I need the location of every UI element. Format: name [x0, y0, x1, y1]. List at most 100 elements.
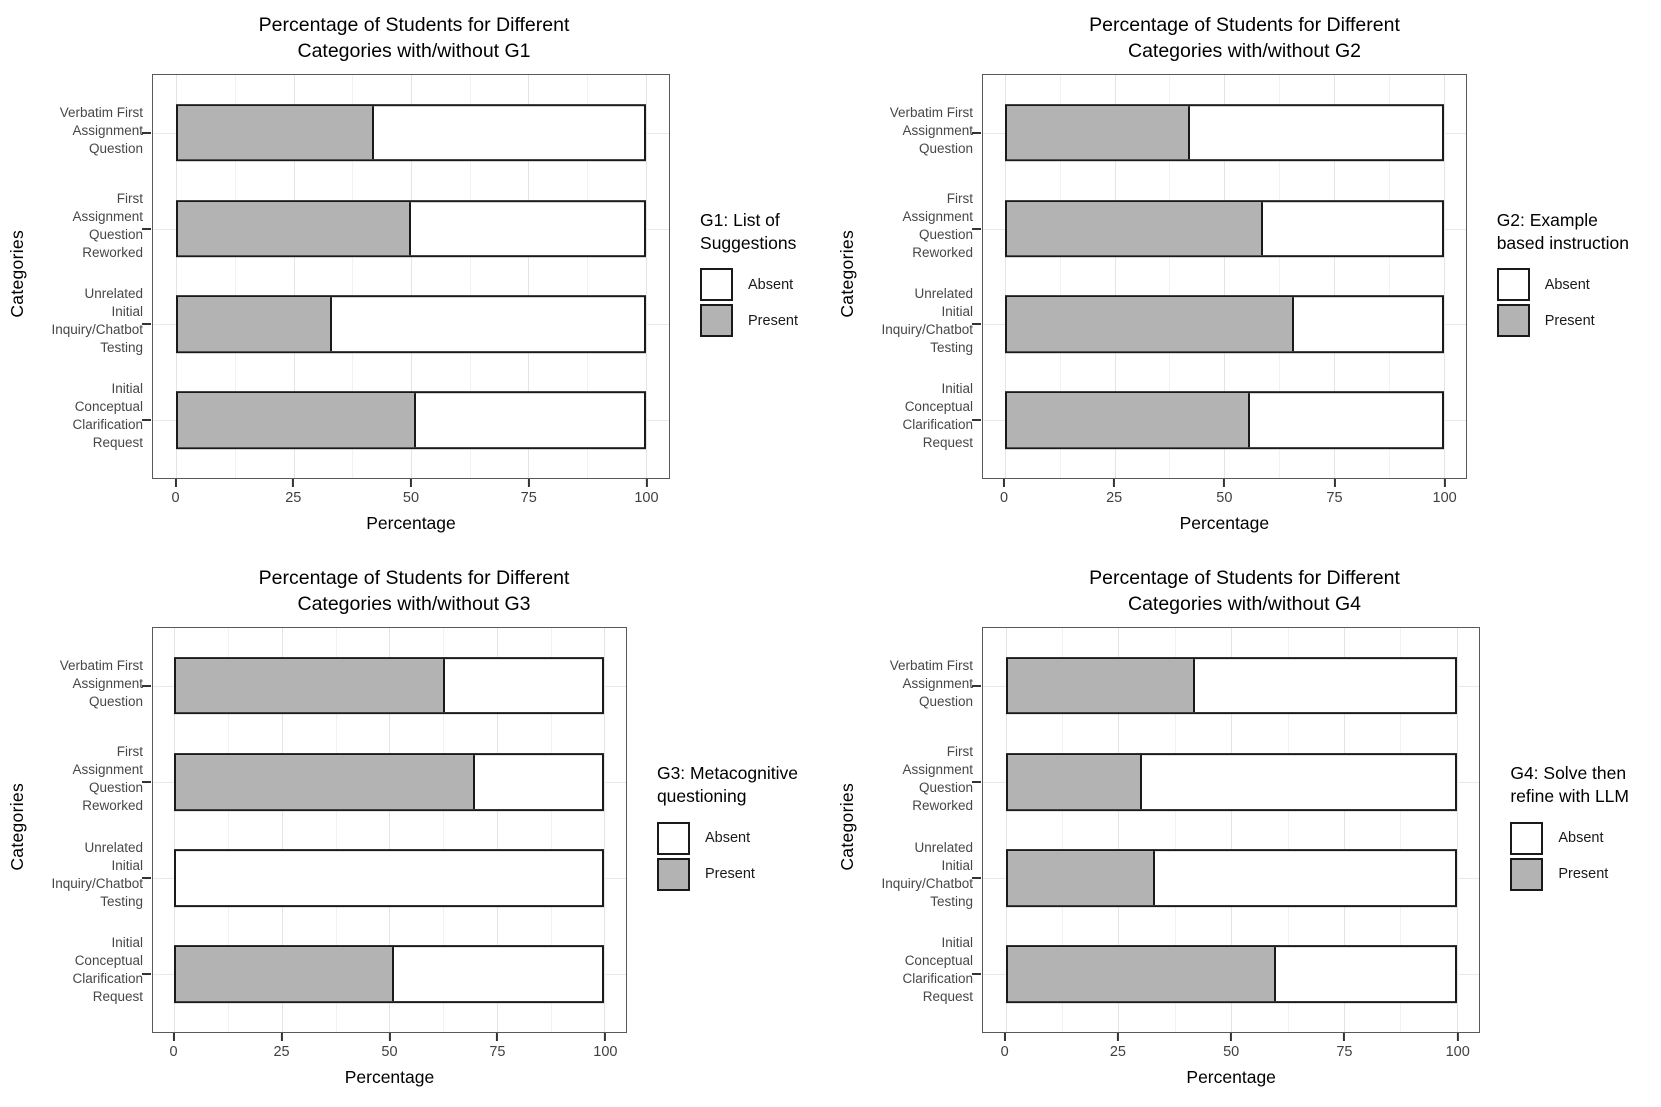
gridline-major [645, 75, 647, 478]
y-axis-tick-mark [972, 419, 981, 422]
legend-key-label: Absent [1558, 830, 1604, 846]
x-axis-tick-label: 75 [489, 1044, 506, 1060]
x-axis-tick: 75 [1326, 479, 1343, 506]
x-axis-tick: 75 [521, 479, 537, 506]
x-axis-title: Percentage [344, 1067, 435, 1087]
x-axis-tick-mark [292, 479, 295, 487]
gridline-minor [469, 75, 471, 478]
category-label: Verbatim First Assignment Question [889, 658, 973, 710]
chart-title-line1: Percentage of Students for Different [1089, 14, 1400, 36]
chart-title-g1: Percentage of Students for Different Cat… [4, 12, 824, 64]
plot-panel [972, 627, 1481, 1033]
y-axis-category-labels: Verbatim First Assignment Question First … [860, 74, 982, 473]
legend-title: G3: Metacognitive questioning [656, 763, 798, 806]
plot-panel [142, 627, 627, 1033]
x-axis-ticks: 0 25 50 75 100 [982, 479, 1467, 513]
bar-present-segment [1007, 947, 1276, 1002]
gridline-major [1443, 75, 1445, 478]
x-axis-tick-label: 50 [1216, 490, 1233, 506]
gridline-minor [1169, 75, 1171, 478]
x-axis-tick: 25 [1106, 479, 1122, 506]
chart-title-line1: Percentage of Students for Different [258, 14, 570, 36]
x-axis-tick-mark [527, 479, 530, 487]
legend-swatch-present [656, 857, 690, 891]
stacked-bar [174, 849, 605, 907]
bar-present-segment [178, 393, 416, 448]
gridline-major [604, 628, 606, 1032]
stacked-bar [176, 199, 646, 258]
category-label: Initial Conceptual Clarification Request [902, 934, 973, 1004]
legend-swatch-absent [700, 268, 734, 301]
gridline-minor [1400, 628, 1402, 1032]
x-axis-tick: 25 [1110, 1033, 1126, 1060]
legend-keys: Absent Present [1496, 267, 1629, 339]
legend-key-label: Absent [748, 276, 794, 293]
y-axis-tick-mark [142, 131, 151, 134]
x-axis-title: Percentage [1186, 1067, 1276, 1087]
x-axis-ticks: 0 25 50 75 100 [152, 1033, 627, 1067]
chart-title-g4: Percentage of Students for Different Cat… [834, 565, 1655, 617]
stacked-bar [174, 945, 605, 1004]
legend-keys: Absent Present [700, 267, 798, 339]
bar-present-segment [1006, 105, 1190, 160]
y-axis-tick-mark [972, 877, 981, 880]
category-label: First Assignment Question Reworked [72, 744, 143, 814]
x-axis-tick-mark [1333, 479, 1336, 487]
y-axis-tick-mark [972, 323, 981, 326]
x-axis-tick-label: 0 [1000, 1044, 1009, 1060]
legend-swatch-present [700, 304, 734, 337]
legend-title: G4: Solve then refine with LLM [1510, 763, 1629, 806]
x-axis-tick-mark [1443, 479, 1446, 487]
stacked-bar [1005, 753, 1457, 811]
x-axis-tick-label: 25 [1106, 490, 1123, 506]
x-axis-tick-mark [1223, 479, 1226, 487]
gridline-major [176, 75, 178, 478]
bar-present-segment [176, 658, 445, 713]
legend-key-row: Present [656, 856, 798, 892]
gridline-major [1004, 75, 1006, 478]
y-axis-tick-mark [142, 227, 151, 230]
stacked-bar [176, 295, 646, 354]
y-axis-category-labels: Verbatim First Assignment Question First … [30, 627, 152, 1027]
chart-title-line2: Categories with/without G3 [297, 593, 531, 615]
legend-swatch-absent [1496, 268, 1530, 301]
legend-title: G2: Example based instruction [1496, 209, 1629, 253]
chart-title-line1: Percentage of Students for Different [1089, 567, 1400, 589]
stacked-bar [1005, 849, 1457, 907]
x-axis-tick-label: 75 [1326, 490, 1343, 506]
bar-present-segment [1006, 393, 1251, 448]
y-axis-tick-mark [142, 780, 151, 783]
y-axis-tick-mark [972, 227, 981, 230]
gridline-major [528, 75, 530, 478]
legend-key-label: Present [1558, 866, 1609, 882]
chart-title-line2: Categories with/without G2 [1127, 40, 1362, 62]
stacked-bar [176, 103, 646, 162]
x-axis-tick: 50 [1223, 1033, 1239, 1060]
gridline-major [1005, 628, 1007, 1032]
bar-present-segment [178, 201, 411, 256]
legend-key-label: Present [1544, 312, 1595, 329]
gridline-minor [228, 628, 230, 1032]
gridline-major [1231, 628, 1233, 1032]
y-axis-title: Categories [836, 783, 857, 871]
bar-present-segment [1007, 658, 1196, 713]
bar-present-segment [1007, 851, 1156, 905]
gridline-minor [1388, 75, 1390, 478]
gridline-minor [1174, 628, 1176, 1032]
chart-title-line2: Categories with/without G4 [1127, 593, 1362, 615]
legend-key-row: Absent [1510, 820, 1629, 856]
gridline-minor [1061, 628, 1063, 1032]
x-axis-tick-mark [645, 479, 648, 487]
x-axis-tick-mark [1343, 1033, 1346, 1041]
gridline-major [1118, 628, 1120, 1032]
gridline-major [1224, 75, 1226, 478]
gridline-major [174, 628, 176, 1032]
x-axis-tick-label: 50 [381, 1044, 398, 1060]
legend: G3: Metacognitive questioning Absent Pres… [627, 627, 824, 1091]
chart-g2: Percentage of Students for Different Cat… [830, 0, 1661, 553]
legend-swatch-absent [1510, 821, 1544, 855]
bar-present-segment [1006, 201, 1264, 256]
chart-g3: Percentage of Students for Different Cat… [0, 553, 830, 1107]
x-axis-tick: 0 [170, 1033, 178, 1060]
y-axis-category-labels: Verbatim First Assignment Question First … [30, 74, 152, 473]
